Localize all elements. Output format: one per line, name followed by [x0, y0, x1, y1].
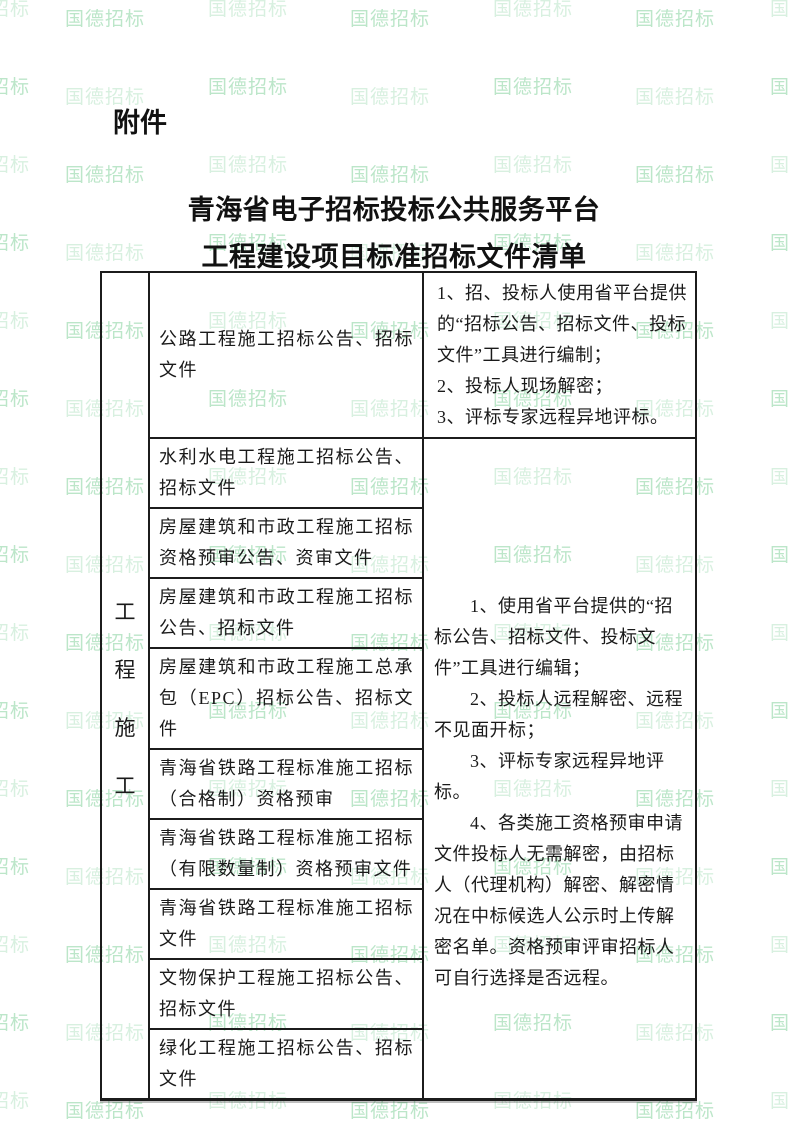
table-row: 工程施工 公路工程施工招标公告、招标文件 1、招、投标人使用省平台提供的“招标公…: [100, 271, 697, 1101]
note-paragraph: 3、评标专家远程异地评标。: [434, 751, 665, 802]
document-item-cell: 绿化工程施工招标公告、招标文件: [148, 1028, 424, 1101]
document-item-cell: 公路工程施工招标公告、招标文件: [148, 271, 424, 439]
notes-cell-merged: 1、使用省平台提供的“招标公告、招标文件、投标文件”工具进行编辑； 2、投标人远…: [422, 437, 697, 1101]
note-paragraph: 2、投标人远程解密、远程不见面开标；: [434, 689, 683, 740]
category-cell-construction: 工程施工: [100, 271, 150, 1101]
attachment-label: 附件: [113, 108, 167, 138]
category-char: 工: [114, 600, 136, 624]
table-row: 青海省铁路工程标准施工招标文件: [101, 888, 696, 960]
table-row: 文物保护工程施工招标公告、招标文件: [101, 958, 696, 1030]
category-char: 施: [114, 716, 136, 740]
document-item-cell: 房屋建筑和市政工程施工总承包（EPC）招标公告、招标文件: [148, 647, 424, 750]
notes-cell-row1: 1、招、投标人使用省平台提供的“招标公告、招标文件、投标文件”工具进行编制； 2…: [422, 271, 697, 439]
category-char: 工: [114, 774, 136, 798]
note-paragraph: 1、使用省平台提供的“招标公告、招标文件、投标文件”工具进行编辑；: [434, 596, 673, 678]
standard-bidding-documents-table: 工程施工 公路工程施工招标公告、招标文件 1、招、投标人使用省平台提供的“招标公…: [100, 271, 697, 1101]
table-row: 水利水电工程施工招标公告、招标文件 1、使用省平台提供的“招标公告、招标文件、投…: [101, 437, 697, 1101]
document-item-cell: 青海省铁路工程标准施工招标（有限数量制）资格预审文件: [148, 818, 424, 890]
table-row: 房屋建筑和市政工程施工招标资格预审公告、资审文件: [101, 507, 696, 579]
document-item-cell: 青海省铁路工程标准施工招标（合格制）资格预审: [148, 748, 424, 820]
document-item-cell: 房屋建筑和市政工程施工招标公告、招标文件: [148, 577, 424, 649]
document-item-cell: 水利水电工程施工招标公告、招标文件: [148, 437, 424, 509]
category-vertical-label: 工程施工: [102, 597, 148, 802]
document-title-line2: 工程建设项目标准招标文件清单: [201, 242, 587, 272]
document-item-cell: 青海省铁路工程标准施工招标文件: [148, 888, 424, 960]
table-row: 房屋建筑和市政工程施工总承包（EPC）招标公告、招标文件: [101, 647, 696, 750]
table-row: 房屋建筑和市政工程施工招标公告、招标文件: [101, 577, 696, 649]
document-item-cell: 文物保护工程施工招标公告、招标文件: [148, 958, 424, 1030]
note-paragraph: 3、评标专家远程异地评标。: [437, 407, 669, 427]
table-row: 绿化工程施工招标公告、招标文件: [101, 1028, 696, 1101]
note-paragraph: 1、招、投标人使用省平台提供的“招标公告、招标文件、投标文件”工具进行编制；: [437, 283, 687, 365]
note-paragraph: 2、投标人现场解密；: [437, 376, 613, 396]
document-item-cell: 房屋建筑和市政工程施工招标资格预审公告、资审文件: [148, 507, 424, 579]
table-row: 青海省铁路工程标准施工招标（有限数量制）资格预审文件: [101, 818, 696, 890]
category-char: 程: [114, 658, 136, 682]
table-row: 青海省铁路工程标准施工招标（合格制）资格预审: [101, 748, 696, 820]
document-title-line1: 青海省电子招标投标公共服务平台: [187, 195, 601, 225]
note-paragraph: 4、各类施工资格预审申请文件投标人无需解密，由招标人（代理机构）解密、解密情况在…: [434, 813, 683, 988]
